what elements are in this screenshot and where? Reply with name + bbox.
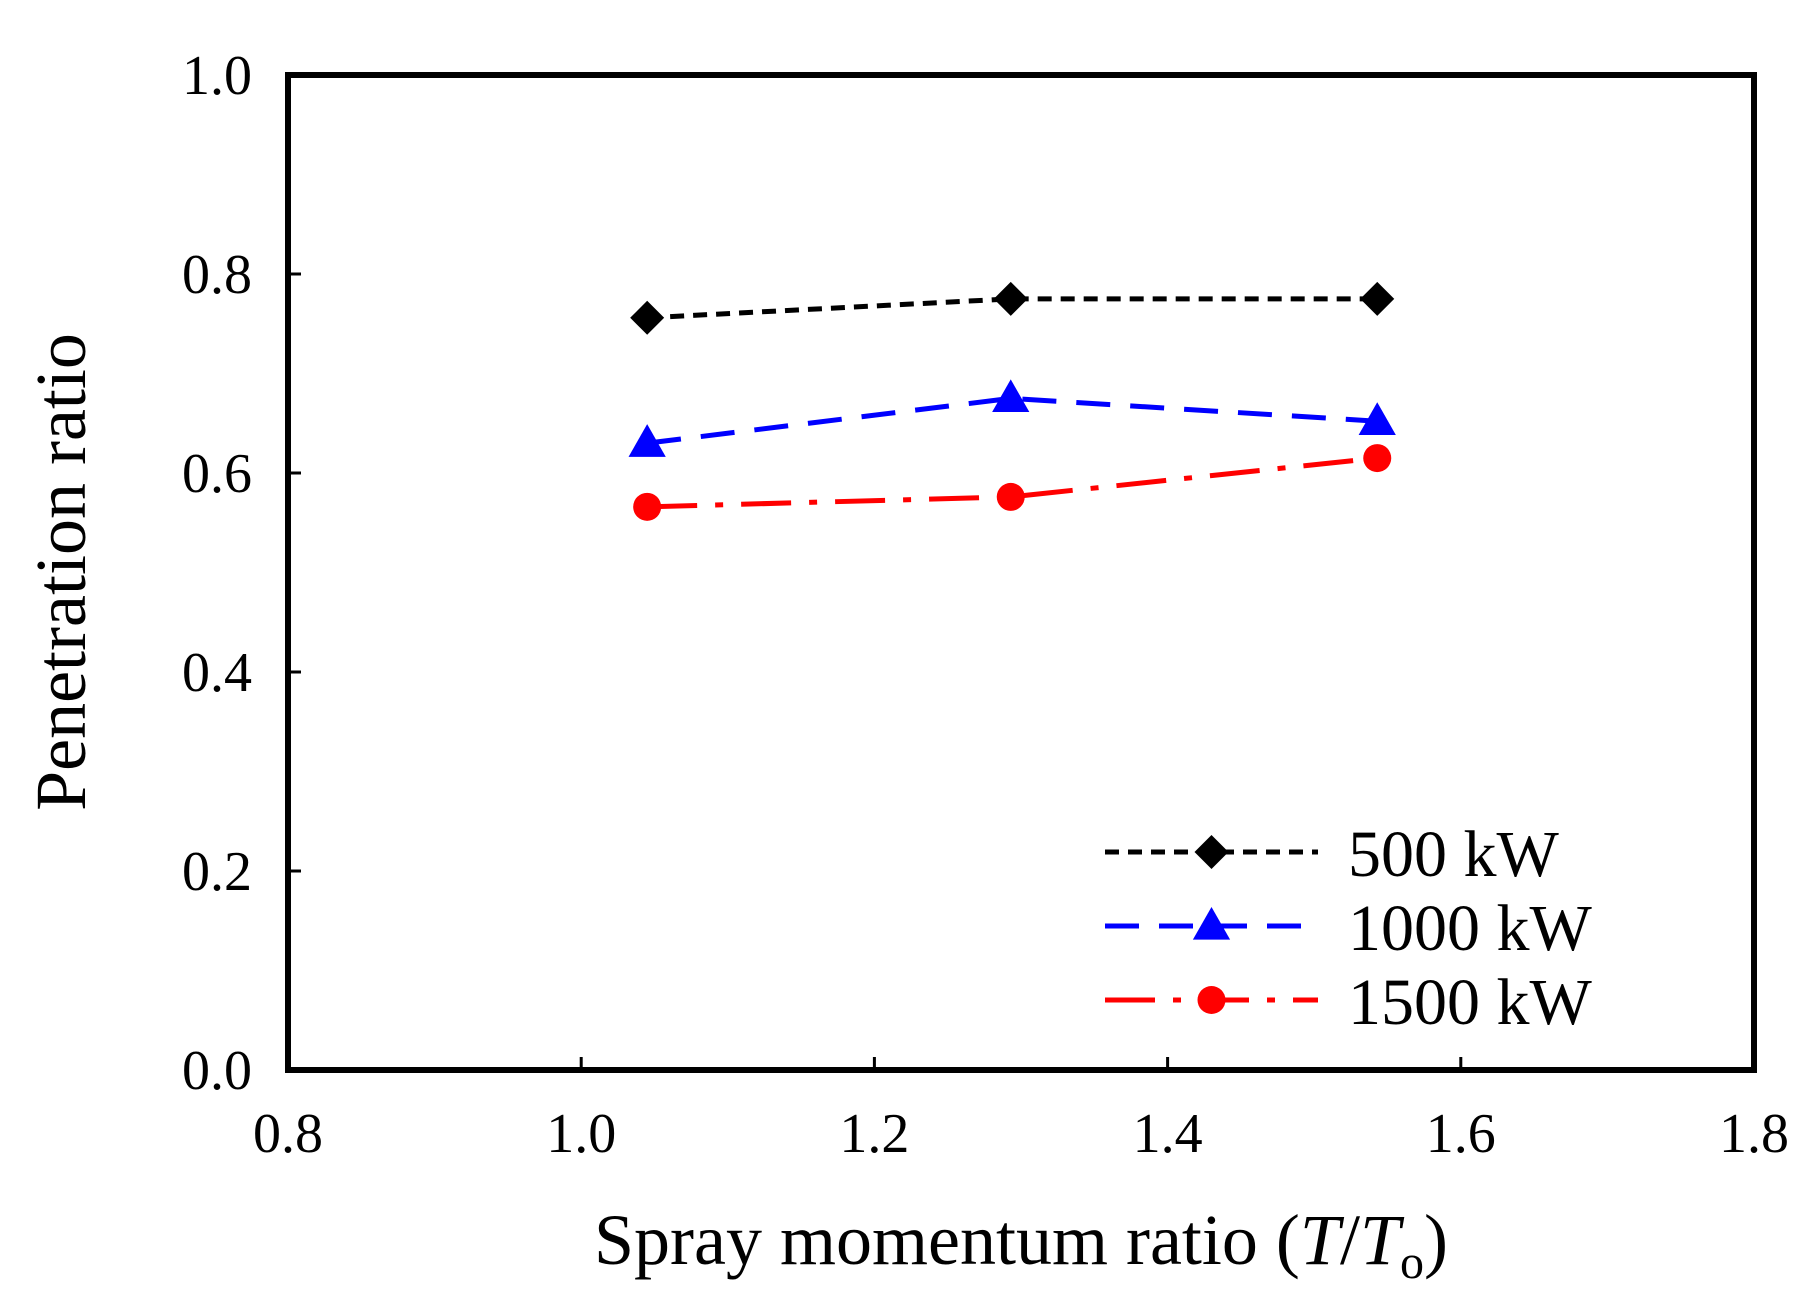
x-tick-label: 1.6: [1426, 1103, 1496, 1165]
y-axis-title: Penetration ratio: [21, 333, 101, 811]
y-tick-label: 0.2: [182, 841, 252, 903]
legend-item: 500 kW: [1105, 818, 1560, 891]
y-tick-label: 0.4: [182, 642, 252, 704]
x-tick-label: 0.8: [253, 1103, 323, 1165]
ticks-layer: 0.8 1.0 1.2 1.4 1.6 1.8 0.0 0.2 0.4 0.6 0.8 1.0: [182, 45, 1789, 1165]
x-axis-title-slash: /: [1340, 1200, 1360, 1280]
x-axis-title-var2: T: [1360, 1200, 1405, 1280]
y-tick-label: 1.0: [182, 45, 252, 107]
legend-item: 1500 kW: [1105, 966, 1593, 1039]
series-2: [628, 379, 1396, 457]
data-point: [992, 379, 1030, 413]
y-tick-label: 0.0: [182, 1040, 252, 1102]
data-point: [630, 300, 665, 335]
data-point: [1360, 281, 1395, 316]
x-axis-title: Spray momentum ratio (T/To): [594, 1200, 1448, 1289]
x-axis-title-subscript: o: [1400, 1236, 1424, 1289]
series-line: [646, 395, 1378, 446]
series-line: [647, 455, 1378, 510]
series-3: [633, 444, 1392, 521]
x-axis-title-suffix: ): [1424, 1200, 1448, 1280]
x-tick-label: 1.0: [546, 1103, 616, 1165]
legend-label: 1000 kW: [1348, 892, 1593, 965]
data-point: [996, 482, 1025, 511]
legend-label: 1500 kW: [1348, 966, 1593, 1039]
legend-item: 1000 kW: [1105, 892, 1593, 965]
plot-frame: [285, 72, 1757, 1073]
x-axis-title-var1: T: [1300, 1200, 1345, 1280]
x-tick-label: 1.8: [1719, 1103, 1789, 1165]
data-point: [628, 424, 666, 457]
series-line: [647, 296, 1378, 321]
series-layer: [628, 281, 1396, 521]
data-point: [1363, 444, 1392, 473]
legend-marker: [1192, 907, 1231, 940]
x-tick-label: 1.2: [839, 1103, 909, 1165]
legend-label: 500 kW: [1348, 818, 1560, 891]
data-point: [993, 281, 1028, 316]
legend-marker: [1194, 835, 1229, 869]
x-axis-title-prefix: Spray momentum ratio (: [594, 1200, 1300, 1280]
series-1: [630, 281, 1395, 335]
x-tick-label: 1.4: [1133, 1103, 1203, 1165]
data-point: [1358, 402, 1396, 435]
y-tick-label: 0.8: [182, 244, 252, 306]
data-point: [633, 492, 662, 521]
legend-marker: [1197, 986, 1226, 1014]
y-tick-label: 0.6: [182, 443, 252, 505]
